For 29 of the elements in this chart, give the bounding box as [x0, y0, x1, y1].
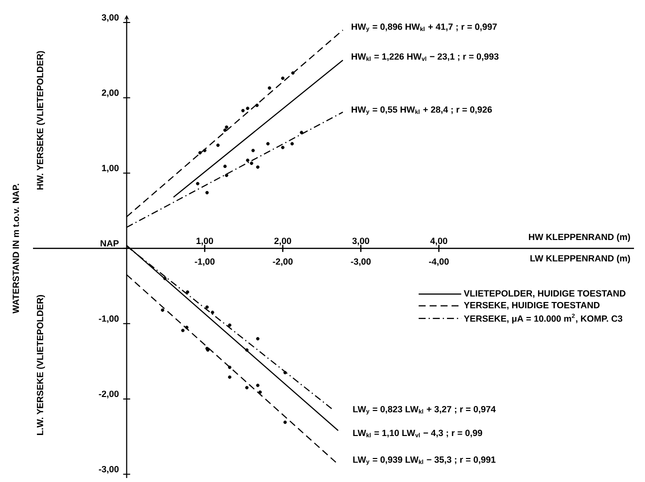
annotation: LW$_{y}$ = 0,939 LW$_{kl}$ − 35,3 ; r = 0,991: [353, 456, 496, 465]
y-tick-label: 1,00: [102, 164, 119, 172]
x2-tick-label: -3,00: [350, 258, 371, 266]
x-tick-label: 1,00: [196, 238, 214, 246]
annotation: HW. YERSEKE (VLIETEPOLDER): [36, 51, 45, 190]
y-axis-title: WATERSTAND IN m t.o.v. NAP.: [12, 184, 20, 314]
annotation: L.W. YERSEKE (VLIETEPOLDER): [36, 295, 45, 435]
x2-tick-label: -2,00: [272, 258, 293, 266]
annotation: LW$_{y}$ = 0,823 LW$_{kl}$ + 3,27 ; r = 0,974: [353, 406, 496, 414]
annotation: HW$_{kl}$ = 1,226 HW$_{vl}$ − 23,1 ; r = 0,993: [352, 53, 499, 61]
y-tick-label: -2,00: [98, 390, 119, 398]
x2-tick-label: -1,00: [194, 258, 215, 266]
annotation: LW$_{kl}$ = 1,10 LW$_{vl}$ − 4,3 ; r = 0,99: [353, 430, 482, 438]
x-tick-label: 3,00: [352, 238, 370, 246]
y-tick-label: NAP: [100, 240, 119, 246]
x-tick-label: 2,00: [274, 238, 292, 246]
x2-axis-title: LW KLEPPENRAND (m): [530, 254, 630, 264]
x2-tick-label: -4,00: [428, 258, 449, 266]
x-tick-label: 4,00: [430, 238, 448, 246]
y-tick-label: -3,00: [98, 466, 119, 474]
y-tick-label: -1,00: [98, 315, 119, 324]
annotation: HW$_{y}$ = 0,55 HW$_{kl}$ + 28,4 ; r = 0,926: [352, 106, 492, 115]
annotation: HW$_{y}$ = 0,896 HW$_{kl}$ + 41,7 ; r = 0,997: [352, 24, 497, 32]
y-tick-label: 3,00: [102, 14, 119, 22]
legend-label: YERSEKE, HUIDIGE TOESTAND: [464, 302, 600, 310]
y-tick-label: 2,00: [102, 90, 119, 98]
x-axis-title: HW KLEPPENRAND (m): [528, 234, 630, 242]
legend-label: VLIETEPOLDER, HUIDIGE TOESTAND: [464, 290, 626, 298]
legend-label: YERSEKE, μA = 10.000 m$^{2}$, KOMP. C3: [464, 314, 622, 324]
